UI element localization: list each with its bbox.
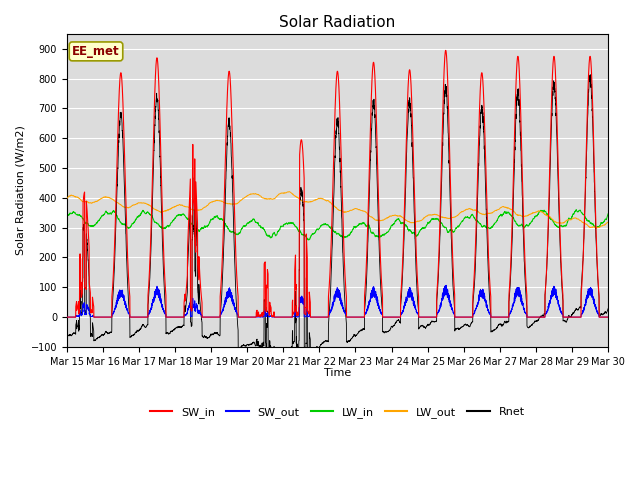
LW_out bbox=[429, 212, 436, 218]
Rnet bbox=[160, 281, 168, 287]
SW_out bbox=[317, 314, 325, 320]
SW_out bbox=[442, 282, 450, 288]
SW_in bbox=[459, 314, 467, 320]
Rnet bbox=[273, 353, 280, 359]
Title: Solar Radiation: Solar Radiation bbox=[279, 15, 396, 30]
Y-axis label: Solar Radiation (W/m2): Solar Radiation (W/m2) bbox=[15, 125, 25, 255]
SW_in bbox=[604, 314, 612, 320]
Line: SW_out: SW_out bbox=[67, 285, 608, 317]
SW_in bbox=[429, 314, 436, 320]
SW_out bbox=[604, 314, 611, 320]
X-axis label: Time: Time bbox=[324, 368, 351, 378]
SW_out bbox=[160, 309, 168, 315]
LW_out bbox=[490, 209, 497, 215]
Rnet bbox=[459, 324, 467, 330]
SW_in bbox=[160, 259, 168, 265]
SW_in bbox=[317, 314, 325, 320]
SW_out bbox=[63, 314, 70, 320]
LW_in bbox=[160, 225, 168, 231]
LW_in bbox=[572, 207, 580, 213]
Line: LW_out: LW_out bbox=[67, 192, 608, 228]
LW_in bbox=[317, 223, 325, 228]
SW_in bbox=[490, 314, 497, 320]
LW_in bbox=[604, 213, 611, 218]
SW_in bbox=[604, 314, 611, 320]
Rnet bbox=[490, 327, 497, 333]
Text: EE_met: EE_met bbox=[72, 45, 120, 58]
Rnet bbox=[429, 318, 436, 324]
LW_in bbox=[305, 237, 312, 243]
LW_in bbox=[604, 211, 612, 216]
LW_out bbox=[286, 189, 294, 194]
Line: SW_in: SW_in bbox=[67, 50, 608, 317]
LW_in bbox=[429, 216, 436, 222]
LW_out bbox=[160, 208, 168, 214]
SW_out bbox=[604, 314, 612, 320]
SW_out bbox=[429, 314, 436, 320]
LW_out bbox=[63, 195, 70, 201]
LW_out bbox=[604, 220, 611, 226]
SW_in bbox=[63, 314, 70, 320]
Rnet bbox=[586, 72, 594, 78]
Legend: SW_in, SW_out, LW_in, LW_out, Rnet: SW_in, SW_out, LW_in, LW_out, Rnet bbox=[146, 403, 529, 422]
Rnet bbox=[604, 307, 611, 313]
LW_out bbox=[593, 225, 601, 230]
LW_in bbox=[490, 222, 497, 228]
Rnet bbox=[604, 306, 612, 312]
LW_out bbox=[604, 219, 612, 225]
Rnet bbox=[63, 328, 70, 334]
SW_out bbox=[459, 314, 467, 320]
Rnet bbox=[317, 342, 325, 348]
SW_out bbox=[490, 314, 497, 320]
Line: LW_in: LW_in bbox=[67, 210, 608, 240]
Line: Rnet: Rnet bbox=[67, 75, 608, 356]
LW_out bbox=[317, 195, 325, 201]
SW_in bbox=[442, 48, 449, 53]
LW_out bbox=[459, 209, 467, 215]
LW_in bbox=[63, 209, 70, 215]
LW_in bbox=[459, 218, 467, 224]
